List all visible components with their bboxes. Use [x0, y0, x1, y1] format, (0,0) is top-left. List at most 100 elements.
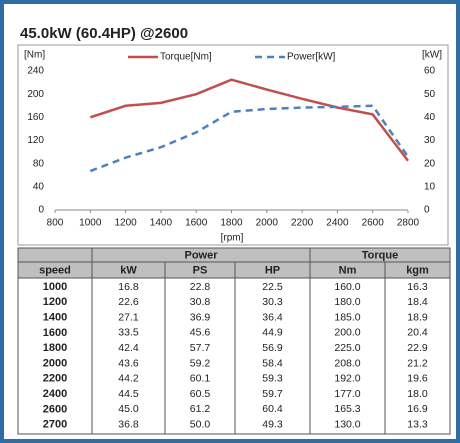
y2-tick-label: 30 — [424, 135, 436, 146]
x-tick-label: 2800 — [397, 218, 420, 229]
y-tick-label: 200 — [27, 89, 44, 100]
table-cell: 60.4 — [262, 403, 283, 415]
table-cell: 59.7 — [262, 388, 283, 400]
speed-cell: 1800 — [43, 342, 67, 354]
speed-cell: 1000 — [43, 281, 67, 293]
table-cell: 60.5 — [190, 388, 211, 400]
table-cell: 57.7 — [190, 342, 211, 354]
column-header: PS — [193, 264, 208, 276]
table-cell: 19.6 — [407, 373, 428, 385]
table-cell: 45.6 — [190, 327, 211, 339]
table-cell: 58.4 — [262, 357, 283, 369]
table-cell: 21.2 — [407, 357, 428, 369]
group-header: Torque — [362, 249, 398, 261]
y-tick-label: 80 — [33, 158, 45, 169]
table-cell: 225.0 — [334, 342, 360, 354]
speed-cell: 2700 — [43, 419, 67, 431]
x-tick-label: 2600 — [362, 218, 385, 229]
speed-cell: 2400 — [43, 388, 67, 400]
table-cell: 61.2 — [190, 403, 211, 415]
column-header: HP — [265, 264, 280, 276]
table-cell: 200.0 — [334, 327, 360, 339]
table-cell: 160.0 — [334, 281, 360, 293]
y2-tick-label: 40 — [424, 112, 436, 123]
column-header: Nm — [339, 264, 357, 276]
y-axis-label: [Nm] — [24, 50, 45, 61]
table-cell: 45.0 — [118, 403, 139, 415]
series-line — [89, 78, 409, 162]
table-cell: 18.9 — [407, 311, 428, 323]
y-tick-label: 160 — [27, 112, 44, 123]
table-cell: 33.5 — [118, 327, 139, 339]
column-header: kW — [120, 264, 137, 276]
table-cell: 177.0 — [334, 388, 360, 400]
x-tick-label: 1600 — [185, 218, 208, 229]
speed-cell: 1600 — [43, 327, 67, 339]
table-cell: 30.3 — [262, 296, 283, 308]
table-cell: 49.3 — [262, 418, 283, 430]
table-cell: 44.9 — [262, 327, 283, 339]
table-cell: 27.1 — [118, 311, 139, 323]
column-header: speed — [39, 264, 71, 276]
table-cell: 16.8 — [118, 281, 139, 293]
table-cell: 18.0 — [407, 388, 428, 400]
y-tick-label: 0 — [38, 205, 44, 216]
table-cell: 42.4 — [118, 342, 139, 354]
y2-tick-label: 10 — [424, 181, 436, 192]
y-tick-label: 240 — [27, 66, 44, 77]
speed-cell: 2200 — [43, 373, 67, 385]
y2-tick-label: 50 — [424, 89, 436, 100]
table-cell: 22.8 — [190, 281, 211, 293]
table-cell: 60.1 — [190, 373, 211, 385]
column-header: kgm — [406, 264, 429, 276]
table-cell: 185.0 — [334, 311, 360, 323]
x-tick-label: 2400 — [326, 218, 349, 229]
table-cell: 36.9 — [190, 311, 211, 323]
x-tick-label: 1200 — [114, 218, 137, 229]
table-cell: 43.6 — [118, 357, 139, 369]
x-tick-label: 2000 — [256, 218, 279, 229]
table-cell: 50.0 — [190, 418, 211, 430]
y2-tick-label: 20 — [424, 158, 436, 169]
table-cell: 130.0 — [334, 418, 360, 430]
x-tick-label: 1000 — [79, 218, 102, 229]
table-cell: 36.4 — [262, 311, 283, 323]
table-cell: 44.2 — [118, 373, 139, 385]
table-cell: 22.6 — [118, 296, 139, 308]
y2-axis-label: [kW] — [422, 50, 442, 61]
table-cell: 56.9 — [262, 342, 283, 354]
chart-box — [17, 44, 449, 246]
y2-tick-label: 60 — [424, 66, 436, 77]
y-tick-label: 120 — [27, 135, 44, 146]
table-cell: 44.5 — [118, 388, 139, 400]
x-tick-label: 800 — [47, 218, 64, 229]
x-tick-label: 1800 — [220, 218, 243, 229]
table-cell: 22.5 — [262, 281, 283, 293]
group-header: Power — [184, 249, 218, 261]
y-tick-label: 40 — [33, 181, 45, 192]
speed-cell: 1200 — [43, 296, 67, 308]
y2-tick-label: 0 — [424, 205, 430, 216]
table-cell: 20.4 — [407, 327, 428, 339]
x-axis-label: [rpm] — [221, 233, 244, 244]
table-cell: 208.0 — [334, 357, 360, 369]
speed-cell: 2600 — [43, 403, 67, 415]
series-line — [89, 104, 410, 173]
speed-cell: 1400 — [43, 312, 67, 324]
table-cell: 16.3 — [407, 281, 428, 293]
table-cell: 36.8 — [118, 418, 139, 430]
table-cell: 30.8 — [190, 296, 211, 308]
table-cell: 59.3 — [262, 373, 283, 385]
table-cell: 13.3 — [407, 418, 428, 430]
table-body — [17, 277, 451, 435]
legend-label: Torque[Nm] — [160, 52, 212, 63]
table-cell: 16.9 — [407, 403, 428, 415]
legend-label: Power[kW] — [287, 52, 336, 63]
table-cell: 59.2 — [190, 357, 211, 369]
speed-cell: 2000 — [43, 357, 67, 369]
chart-title: 45.0kW (60.4HP) @2600 — [20, 25, 188, 42]
x-tick-label: 2200 — [291, 218, 314, 229]
table-cell: 180.0 — [334, 296, 360, 308]
x-tick-label: 1400 — [150, 218, 173, 229]
